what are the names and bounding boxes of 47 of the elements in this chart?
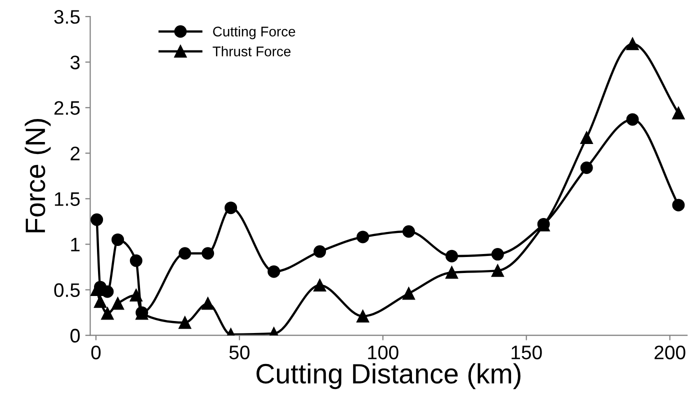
y-tick-label: 3.5 <box>54 10 80 24</box>
x-tick-label: 100 <box>368 346 398 360</box>
x-tick-label: 0 <box>91 346 101 360</box>
y-tick-label: 0 <box>70 328 80 343</box>
point <box>356 230 370 244</box>
point <box>90 213 104 226</box>
y-tick-label: 3 <box>70 56 80 70</box>
point <box>402 225 415 238</box>
x-tick-label: 150 <box>512 346 542 360</box>
point <box>202 297 214 310</box>
y-tick-label: 1.5 <box>54 192 80 206</box>
point <box>356 310 370 322</box>
point <box>626 113 639 126</box>
y-axis-title: Force (N) <box>24 119 51 232</box>
point <box>446 266 458 279</box>
point <box>446 250 458 262</box>
legend-label: Cutting Force <box>213 26 296 40</box>
point <box>130 254 142 267</box>
point <box>626 38 639 50</box>
point <box>672 198 685 212</box>
point <box>178 316 192 329</box>
point <box>314 245 326 258</box>
point <box>672 106 685 120</box>
point <box>130 289 142 302</box>
point <box>491 248 504 261</box>
legend-label: Thrust Force <box>212 46 291 56</box>
y-tick-label: 0.5 <box>54 283 80 298</box>
point <box>580 162 593 174</box>
y-tick-label: 2.5 <box>54 101 80 115</box>
y-tick-label: 2 <box>70 146 80 160</box>
y-tick-label: 1 <box>71 238 80 252</box>
point <box>101 285 114 298</box>
point <box>101 307 114 320</box>
point <box>580 131 593 144</box>
point <box>491 264 504 277</box>
point <box>224 202 238 214</box>
point <box>178 247 192 260</box>
point <box>268 265 280 278</box>
point <box>112 233 124 246</box>
point <box>314 278 326 292</box>
point <box>202 247 214 260</box>
x-axis-title: Cutting Distance (km) <box>256 363 520 390</box>
point <box>112 297 124 310</box>
point <box>94 295 107 308</box>
x-tick-label: 200 <box>654 346 686 360</box>
x-tick-label: 50 <box>229 346 250 360</box>
point <box>402 287 415 300</box>
